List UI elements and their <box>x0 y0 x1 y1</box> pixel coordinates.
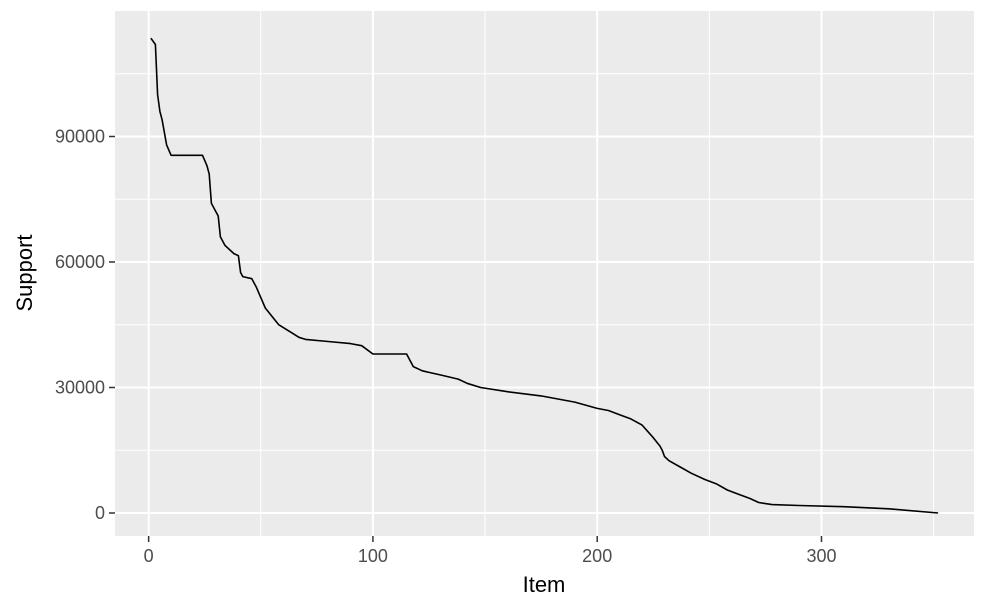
x-axis: 0 100 200 300 <box>144 536 837 566</box>
plot-panel <box>115 11 974 536</box>
x-tick-label: 200 <box>582 546 612 566</box>
x-tick-label: 100 <box>358 546 388 566</box>
x-axis-title: Item <box>523 572 566 597</box>
y-tick-label: 60000 <box>55 252 105 272</box>
y-tick-label: 90000 <box>55 126 105 146</box>
minor-grid <box>115 11 974 536</box>
y-axis: 0 30000 60000 90000 <box>55 126 115 523</box>
y-tick-label: 0 <box>95 503 105 523</box>
y-axis-title: Support <box>12 234 37 311</box>
x-tick-label: 300 <box>806 546 836 566</box>
y-tick-label: 30000 <box>55 377 105 397</box>
support-series-line <box>150 37 939 514</box>
x-tick-label: 0 <box>144 546 154 566</box>
major-grid <box>115 11 974 536</box>
